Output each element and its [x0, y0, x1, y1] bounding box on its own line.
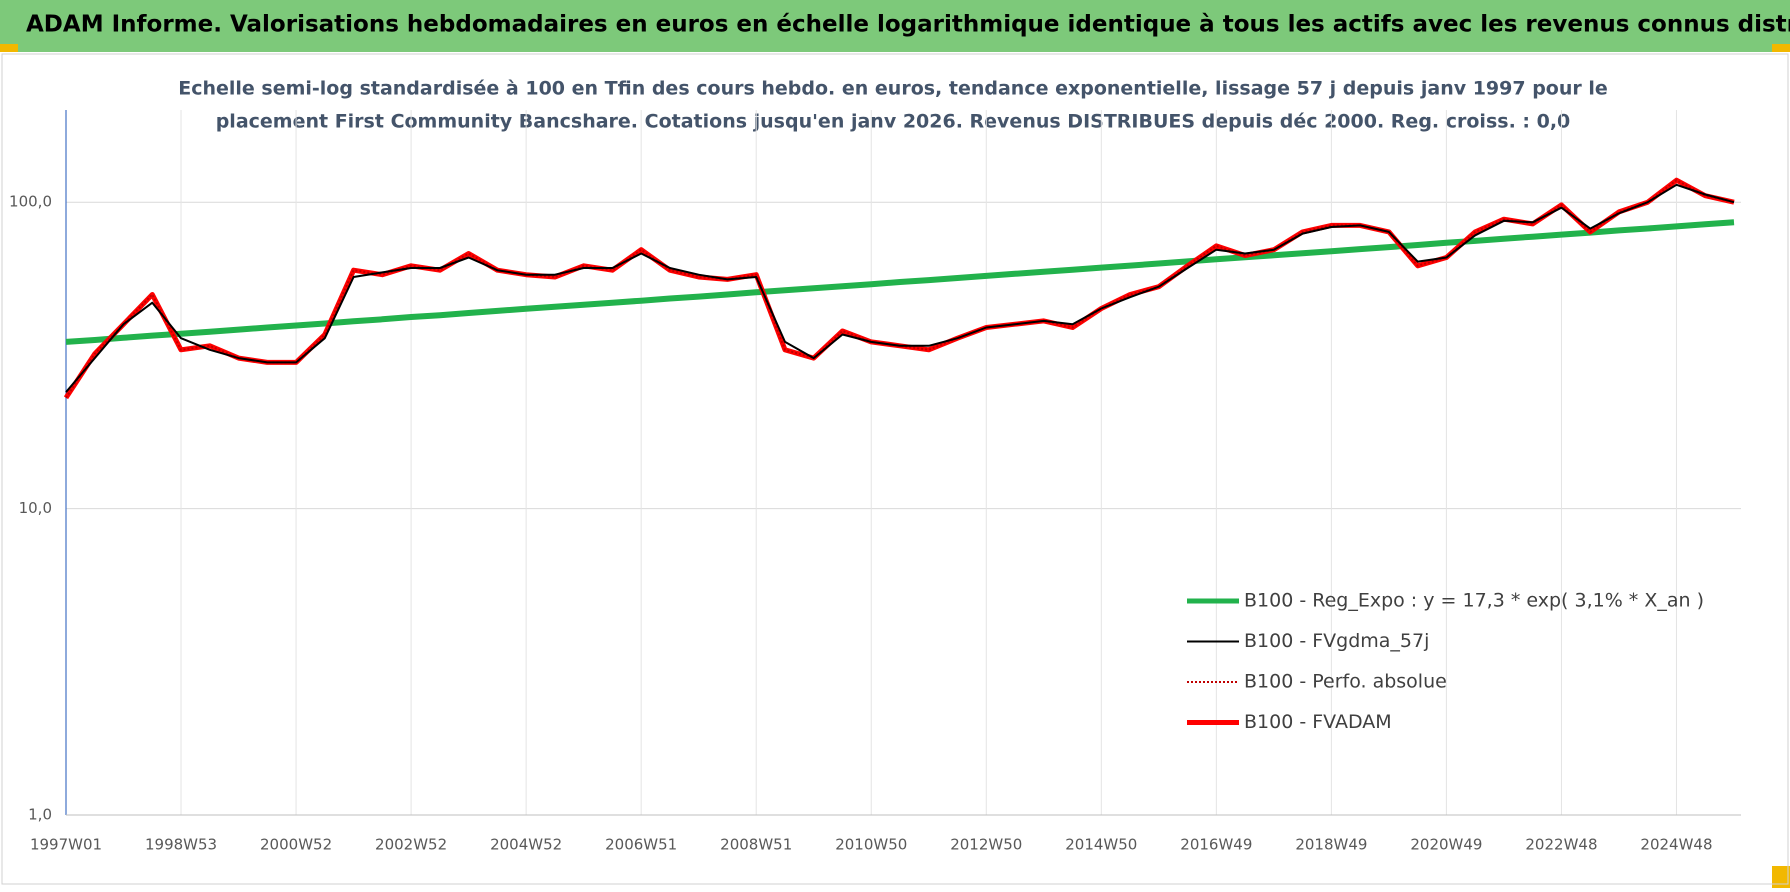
corner-mark — [0, 44, 18, 52]
x-tick-label: 2016W49 — [1180, 836, 1252, 854]
x-tick-label: 2006W51 — [605, 836, 677, 854]
legend-label: B100 - FVADAM — [1244, 711, 1392, 733]
x-tick-label: 2008W51 — [720, 836, 792, 854]
y-tick-label: 100,0 — [9, 193, 52, 211]
series-line — [65, 179, 1735, 399]
x-tick-label: 1997W01 — [30, 836, 102, 854]
x-tick-label: 2012W50 — [950, 836, 1022, 854]
header-band — [0, 0, 1790, 52]
x-tick-label: 2010W50 — [835, 836, 907, 854]
y-tick-label: 10,0 — [19, 499, 52, 517]
x-tick-label: 2014W50 — [1065, 836, 1137, 854]
x-tick-label: 2020W49 — [1410, 836, 1482, 854]
series-line — [65, 183, 1735, 393]
x-tick-label: 2000W52 — [260, 836, 332, 854]
subtitle: placement First Community Bancshare. Cot… — [216, 111, 1571, 133]
legend-label: B100 - FVgdma_57j — [1244, 630, 1429, 652]
x-tick-label: 2018W49 — [1295, 836, 1367, 854]
legend-label: B100 - Reg_Expo : y = 17,3 * exp( 3,1% *… — [1244, 590, 1704, 612]
series-line — [63, 177, 1735, 400]
x-tick-label: 1998W53 — [145, 836, 217, 854]
subtitle: Echelle semi-log standardisée à 100 en T… — [178, 78, 1608, 100]
y-tick-label: 1,0 — [28, 806, 52, 824]
legend-label: B100 - Perfo. absolue — [1244, 671, 1447, 693]
x-tick-label: 2004W52 — [490, 836, 562, 854]
x-tick-label: 2024W48 — [1640, 836, 1712, 854]
series-line — [65, 219, 1735, 345]
chart-title: ADAM Informe. Valorisations hebdomadaire… — [26, 12, 1790, 38]
x-tick-label: 2002W52 — [375, 836, 447, 854]
corner-mark — [1772, 44, 1790, 52]
frame — [1, 53, 1789, 885]
corner-mark — [1772, 866, 1790, 888]
x-tick-label: 2022W48 — [1525, 836, 1597, 854]
